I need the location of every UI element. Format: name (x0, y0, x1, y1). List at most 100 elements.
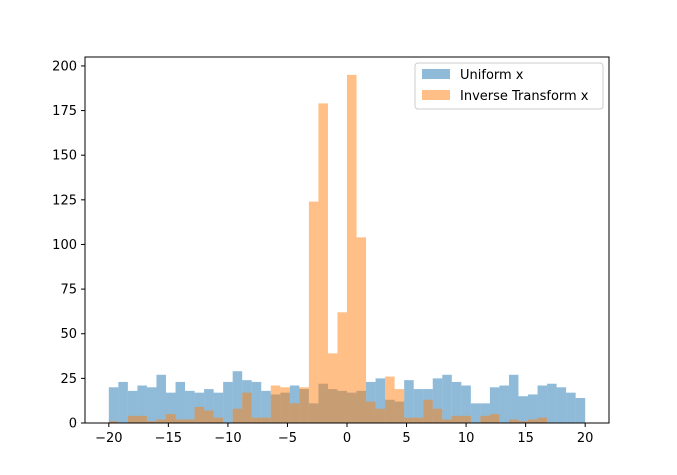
legend-swatch-uniform (422, 69, 450, 79)
bar-inverse-transform (528, 419, 538, 423)
bar-uniform (461, 385, 471, 423)
y-tick-label: 200 (52, 59, 77, 74)
bar-uniform (556, 387, 567, 423)
bar-uniform (537, 385, 548, 423)
bar-inverse-transform (280, 387, 290, 423)
bar-inverse-transform (480, 415, 490, 423)
legend-label-uniform: Uniform x (460, 68, 524, 83)
bar-uniform (146, 387, 157, 423)
bar-inverse-transform (308, 201, 319, 423)
x-axis: −20 −15 −10 −5 0 5 10 15 20 (95, 423, 593, 446)
bar-uniform (451, 381, 462, 423)
y-tick-label: 0 (69, 417, 77, 432)
x-tick-label: 10 (458, 431, 475, 446)
bar-uniform (566, 392, 576, 423)
bar-uniform (470, 403, 481, 423)
bar-uniform (442, 374, 452, 423)
bar-uniform (118, 381, 128, 423)
bar-uniform (489, 387, 500, 423)
x-tick-label: 20 (577, 431, 594, 446)
bar-inverse-transform (347, 74, 357, 423)
bar-uniform (508, 374, 519, 423)
y-axis: 0 25 50 75 100 125 150 175 200 (52, 59, 85, 432)
bar-inverse-transform (137, 415, 147, 423)
bar-inverse-transform (508, 419, 519, 423)
bar-inverse-transform (194, 406, 205, 423)
bar-inverse-transform (518, 421, 529, 423)
legend: Uniform x Inverse Transform x (414, 62, 604, 110)
bar-inverse-transform (451, 415, 462, 423)
bar-inverse-transform (146, 421, 157, 423)
bar-uniform (404, 380, 414, 423)
bar-inverse-transform (175, 419, 186, 423)
x-tick-label: −20 (95, 431, 122, 446)
bar-uniform (480, 403, 490, 423)
bar-uniform (175, 381, 186, 423)
bar-inverse-transform (261, 417, 271, 423)
y-tick-label: 100 (52, 238, 77, 253)
bar-inverse-transform (327, 353, 338, 423)
bar-uniform (232, 371, 243, 423)
bar-inverse-transform (423, 399, 433, 423)
bar-inverse-transform (413, 417, 424, 423)
bar-uniform (223, 381, 233, 423)
y-tick-label: 25 (60, 372, 77, 387)
bar-uniform (413, 389, 424, 423)
bar-inverse-transform (489, 414, 500, 423)
y-tick-label: 150 (52, 149, 77, 164)
bar-inverse-transform (156, 419, 166, 423)
bar-uniform (156, 374, 166, 423)
bar-uniform (213, 392, 224, 423)
legend-label-inverse-transform: Inverse Transform x (460, 89, 589, 104)
bar-uniform (499, 385, 509, 423)
bar-inverse-transform (318, 103, 328, 424)
bar-inverse-transform (366, 401, 376, 423)
bar-uniform (185, 390, 195, 423)
legend-box (414, 62, 604, 110)
y-tick-label: 125 (52, 193, 77, 208)
y-tick-label: 175 (52, 104, 77, 119)
bar-inverse-transform (356, 237, 367, 423)
bar-uniform (575, 398, 586, 423)
bar-inverse-transform (432, 408, 443, 423)
bar-uniform (375, 378, 386, 423)
bar-inverse-transform (385, 376, 395, 423)
bar-uniform (547, 383, 557, 423)
bar-uniform (204, 389, 214, 423)
bar-uniform (127, 390, 138, 423)
bar-inverse-transform (461, 415, 471, 423)
bar-inverse-transform (537, 417, 548, 423)
bar-inverse-transform (404, 417, 414, 423)
bar-inverse-transform (165, 414, 176, 423)
bar-inverse-transform (375, 408, 386, 423)
bar-inverse-transform (213, 417, 224, 423)
bar-uniform (261, 390, 271, 423)
bar-inverse-transform (289, 403, 300, 423)
bar-inverse-transform (108, 421, 119, 423)
x-tick-label: −5 (278, 431, 297, 446)
x-tick-label: −15 (155, 431, 182, 446)
bar-uniform (137, 385, 147, 423)
y-tick-label: 75 (60, 283, 77, 298)
x-tick-label: 0 (343, 431, 351, 446)
bar-inverse-transform (442, 419, 452, 423)
bar-uniform (518, 396, 529, 423)
y-tick-label: 50 (60, 327, 77, 342)
bar-uniform (108, 387, 119, 423)
bar-uniform (251, 381, 262, 423)
bar-inverse-transform (337, 312, 347, 423)
bar-inverse-transform (204, 410, 214, 423)
bar-inverse-transform (394, 389, 405, 423)
bar-inverse-transform (242, 392, 252, 423)
bar-inverse-transform (251, 417, 262, 423)
bar-inverse-transform (185, 419, 195, 423)
series-inverse-transform-bars (108, 74, 548, 424)
bar-uniform (432, 378, 443, 423)
x-tick-label: 15 (517, 431, 534, 446)
bar-inverse-transform (270, 385, 281, 423)
bar-uniform (528, 394, 538, 423)
bar-inverse-transform (127, 415, 138, 423)
bar-uniform (165, 392, 176, 423)
x-tick-label: 5 (402, 431, 410, 446)
